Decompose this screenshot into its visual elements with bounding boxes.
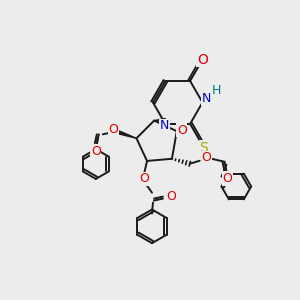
- Text: S: S: [200, 141, 208, 155]
- Text: O: O: [109, 123, 118, 136]
- Text: N: N: [202, 92, 211, 105]
- Text: O: O: [202, 151, 212, 164]
- Polygon shape: [154, 118, 165, 122]
- Text: O: O: [223, 172, 232, 185]
- Text: O: O: [166, 190, 176, 203]
- Text: H: H: [212, 84, 221, 97]
- Text: O: O: [139, 172, 149, 185]
- Text: O: O: [197, 52, 208, 67]
- Text: O: O: [177, 124, 187, 137]
- Text: N: N: [160, 119, 169, 132]
- Text: O: O: [91, 145, 101, 158]
- Polygon shape: [118, 131, 136, 138]
